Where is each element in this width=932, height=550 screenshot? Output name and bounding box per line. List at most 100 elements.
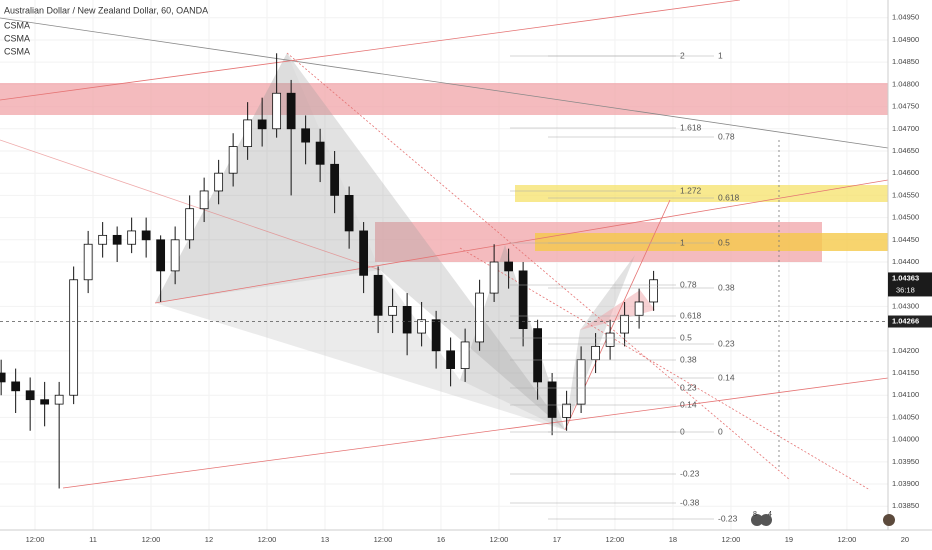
y-tick-label: 1.03900 xyxy=(892,479,919,488)
x-tick-label: 12:00 xyxy=(26,535,45,544)
fib-label: 0.5 xyxy=(718,237,730,247)
pattern xyxy=(155,53,380,303)
fib-label: 0.38 xyxy=(718,282,735,292)
candle-body xyxy=(359,230,369,276)
y-tick-label: 1.03850 xyxy=(892,501,919,510)
y-tick-label: 1.04800 xyxy=(892,79,919,88)
y-tick-label: 1.04450 xyxy=(892,235,919,244)
candle-body xyxy=(54,394,64,405)
x-tick-label: 12 xyxy=(205,535,213,544)
candle-body xyxy=(402,306,412,334)
y-tick-label: 1.04550 xyxy=(892,190,919,199)
y-tick-label: 1.04900 xyxy=(892,35,919,44)
countdown: 36:18 xyxy=(896,285,915,294)
candle-body xyxy=(388,306,398,316)
y-tick-label: 1.04000 xyxy=(892,435,919,444)
trend-line xyxy=(0,0,741,101)
x-tick-label: 13 xyxy=(321,535,329,544)
candle-body xyxy=(475,292,485,343)
fib-labels: 2 1 1.618 0.78 1.272 0.618 1 0.5 0.78 0.38 0.618 0.… xyxy=(510,50,740,523)
y-tick-label: 1.04750 xyxy=(892,102,919,111)
y-tick-label: 1.04500 xyxy=(892,213,919,222)
candle-body xyxy=(11,381,21,392)
legend-item: CSMA xyxy=(4,46,30,56)
last-price: 1.04363 xyxy=(892,273,919,282)
fib-label: 0.618 xyxy=(680,310,702,320)
y-tick-label: 1.04650 xyxy=(892,146,919,155)
y-tick-label: 1.04850 xyxy=(892,57,919,66)
candle-body xyxy=(243,119,253,147)
candle-body xyxy=(605,332,615,347)
candle-body xyxy=(620,314,629,334)
candle-body xyxy=(156,239,166,272)
fib-label: 0 xyxy=(680,426,685,436)
fib-label: -0.23 xyxy=(718,513,738,523)
x-tick-label: 12:00 xyxy=(606,535,625,544)
fib-label: 1.618 xyxy=(680,122,702,132)
x-tick-label: 12:00 xyxy=(722,535,741,544)
fib-label: 1.272 xyxy=(680,185,702,195)
y-tick-label: 1.04050 xyxy=(892,412,919,421)
trend-line xyxy=(154,179,889,304)
badge-icon[interactable] xyxy=(760,514,772,526)
trend-line xyxy=(62,377,889,489)
crosshair-price: 1.04266 xyxy=(892,316,919,325)
y-tick-label: 1.04200 xyxy=(892,346,919,355)
x-tick-label: 12:00 xyxy=(374,535,393,544)
candle-body xyxy=(373,274,383,316)
candle-body xyxy=(214,172,224,192)
y-tick-label: 1.03950 xyxy=(892,457,919,466)
x-tick-label: 17 xyxy=(553,535,561,544)
candle-body xyxy=(257,119,267,130)
x-tick-label: 19 xyxy=(785,535,793,544)
candle-body xyxy=(40,399,50,405)
candle-body xyxy=(649,279,658,303)
fib-label: 1 xyxy=(680,237,685,247)
fib-label: 0.14 xyxy=(718,372,735,382)
x-tick-label: 12:00 xyxy=(838,535,857,544)
target-zone xyxy=(535,233,898,251)
fib-label: 0.38 xyxy=(680,354,697,364)
candle-body xyxy=(112,234,122,245)
candle-body xyxy=(301,128,311,143)
candle-body xyxy=(286,92,296,130)
badge[interactable]: 8 xyxy=(753,511,757,518)
candle-body xyxy=(199,190,209,210)
x-tick-label: 16 xyxy=(437,535,445,544)
candle-body xyxy=(330,163,340,196)
candle-body xyxy=(127,230,137,245)
fib-label: -0.23 xyxy=(680,468,700,478)
candle-body xyxy=(547,381,557,418)
y-tick-label: 1.04700 xyxy=(892,124,919,133)
badge-icon[interactable] xyxy=(751,514,763,526)
pattern xyxy=(580,290,655,330)
candle-body xyxy=(417,319,427,334)
candle-body xyxy=(228,146,238,174)
fib-label: 0.78 xyxy=(718,131,735,141)
badge[interactable]: 4 xyxy=(768,511,772,518)
fib-label: 0.78 xyxy=(680,279,697,289)
candle-body xyxy=(69,279,79,396)
x-tick-label: 18 xyxy=(669,535,677,544)
x-tick-label: 12:00 xyxy=(490,535,509,544)
settings-icon[interactable] xyxy=(883,514,895,526)
candle-body xyxy=(518,270,528,330)
candle-body xyxy=(185,208,195,241)
y-tick-label: 1.04100 xyxy=(892,390,919,399)
candle-body xyxy=(272,92,282,130)
candle-body xyxy=(315,141,325,165)
candle-body xyxy=(489,261,499,294)
y-tick-label: 1.04400 xyxy=(892,257,919,266)
candle-body xyxy=(533,328,543,383)
candle-body xyxy=(25,390,35,401)
legend-item: CSMA xyxy=(4,33,30,43)
trend-line xyxy=(0,17,889,149)
y-tick-label: 1.04150 xyxy=(892,368,919,377)
candle-body xyxy=(431,319,441,352)
fib-label: -0.38 xyxy=(680,497,700,507)
pattern xyxy=(460,245,565,430)
candle-body xyxy=(344,194,354,232)
